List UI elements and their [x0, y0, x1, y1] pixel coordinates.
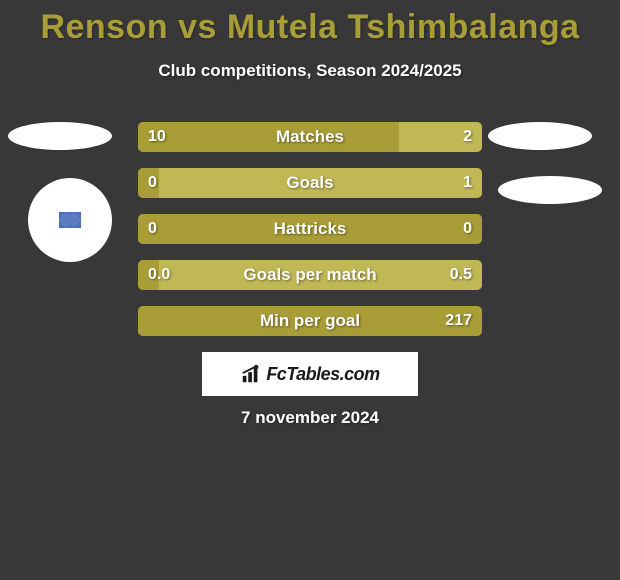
brand-box: FcTables.com	[202, 352, 418, 396]
date-text: 7 november 2024	[0, 408, 620, 428]
bar-chart-icon	[240, 363, 262, 385]
stat-row: Hattricks0 0	[138, 214, 482, 244]
stat-bar: Goals0 1	[138, 168, 482, 198]
page-title: Renson vs Mutela Tshimbalanga	[0, 0, 620, 47]
stat-value-left: 10	[148, 122, 166, 152]
stat-value-left: 0	[148, 168, 157, 198]
stat-value-left: 0	[148, 214, 157, 244]
stat-label: Min per goal	[138, 306, 482, 336]
decorative-ellipse	[8, 122, 112, 150]
stat-value-right: 0.5	[450, 260, 472, 290]
badge-placeholder-icon	[59, 212, 81, 228]
stat-label: Goals	[138, 168, 482, 198]
stat-label: Goals per match	[138, 260, 482, 290]
brand-label: FcTables.com	[266, 364, 379, 385]
team-badge-circle	[28, 178, 112, 262]
stat-label: Matches	[138, 122, 482, 152]
stat-bar: Min per goal217	[138, 306, 482, 336]
stat-value-left: 0.0	[148, 260, 170, 290]
stat-row: Goals0 1	[138, 168, 482, 198]
stat-bar: Matches10 2	[138, 122, 482, 152]
stat-label: Hattricks	[138, 214, 482, 244]
stat-value-right: 0	[463, 214, 472, 244]
subtitle: Club competitions, Season 2024/2025	[0, 61, 620, 81]
stat-value-right: 1	[463, 168, 472, 198]
stat-row: Goals per match0.0 0.5	[138, 260, 482, 290]
stat-row: Min per goal217	[138, 306, 482, 336]
stat-value-right: 217	[445, 306, 472, 336]
decorative-ellipse	[488, 122, 592, 150]
stat-row: Matches10 2	[138, 122, 482, 152]
stat-value-right: 2	[463, 122, 472, 152]
stat-bar: Goals per match0.0 0.5	[138, 260, 482, 290]
stat-bar: Hattricks0 0	[138, 214, 482, 244]
decorative-ellipse	[498, 176, 602, 204]
